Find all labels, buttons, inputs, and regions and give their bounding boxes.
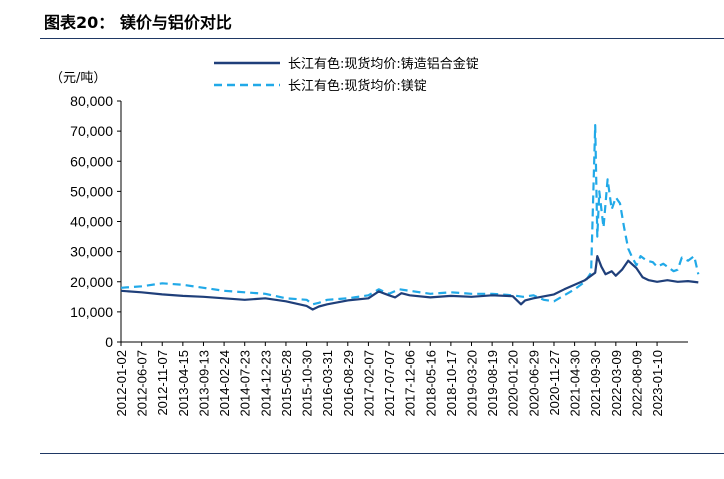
y-tick-label: 40,000 [70, 214, 113, 230]
y-tick-label: 0 [105, 334, 113, 350]
x-tick-label: 2021-04-30 [568, 350, 583, 417]
chart-title: 图表20： 镁价与铝价对比 [44, 13, 232, 32]
y-tick-label: 70,000 [70, 123, 113, 139]
x-tick-label: 2012-06-07 [135, 350, 150, 417]
x-tick-label: 2020-06-29 [526, 350, 541, 417]
x-tick-label: 2020-11-27 [547, 350, 562, 416]
x-tick-label: 2015-10-30 [300, 350, 315, 417]
y-tick-label: 60,000 [70, 153, 113, 169]
title-divider [40, 38, 724, 39]
x-tick-label: 2018-10-17 [444, 350, 459, 417]
x-tick-label: 2017-12-06 [403, 350, 418, 417]
series-group [120, 123, 700, 311]
bottom-divider [40, 453, 724, 454]
y-tick-label: 50,000 [70, 183, 113, 199]
x-tick-label: 2012-01-02 [114, 350, 129, 417]
x-tick-label: 2016-08-29 [341, 350, 356, 417]
series-line-aluminum [120, 255, 699, 311]
x-tick-label: 2021-09-30 [588, 350, 603, 417]
y-unit-label: （元/吨） [50, 71, 106, 86]
x-tick-label: 2014-12-23 [258, 350, 273, 417]
x-tick-label: 2022-03-09 [609, 350, 624, 417]
title-bar: 图表20： 镁价与铝价对比 [40, 4, 724, 39]
x-tick-label: 2014-02-24 [217, 350, 232, 417]
legend-label: 长江有色:现货均价:镁锭 [288, 78, 427, 94]
legend-label: 长江有色:现货均价:铸造铝合金锭 [288, 56, 479, 72]
x-tick-label: 2022-08-09 [629, 350, 644, 417]
x-tick-label: 2018-05-16 [423, 350, 438, 417]
x-tick-label: 2015-05-28 [279, 350, 294, 417]
x-tick-label: 2017-02-07 [361, 350, 376, 417]
x-tick-label: 2014-07-23 [238, 350, 253, 417]
x-axis: 2012-01-02 2012-06-07 2012-11-07 2013-04-15… [114, 341, 688, 417]
x-tick-label: 2012-11-07 [155, 350, 170, 416]
x-tick-label: 2016-03-31 [320, 350, 335, 417]
x-tick-label: 2020-01-20 [506, 350, 521, 417]
series-line-magnesium [120, 123, 700, 306]
x-tick-label: 2017-07-07 [382, 350, 397, 417]
x-tick-label: 2013-04-15 [176, 350, 191, 417]
x-tick-label: 2013-09-13 [196, 350, 211, 417]
x-tick-label: 2019-08-19 [485, 350, 500, 417]
y-axis: 0 10,000 20,000 30,000 40,000 50,000 60,000 70,… [70, 93, 122, 350]
x-tick-label: 2019-03-20 [465, 350, 480, 417]
x-tick-label: 2023-01-10 [650, 350, 665, 417]
y-tick-label: 20,000 [70, 274, 113, 290]
y-tick-label: 10,000 [70, 304, 113, 320]
y-tick-label: 30,000 [70, 244, 113, 260]
y-tick-label: 80,000 [70, 93, 113, 109]
